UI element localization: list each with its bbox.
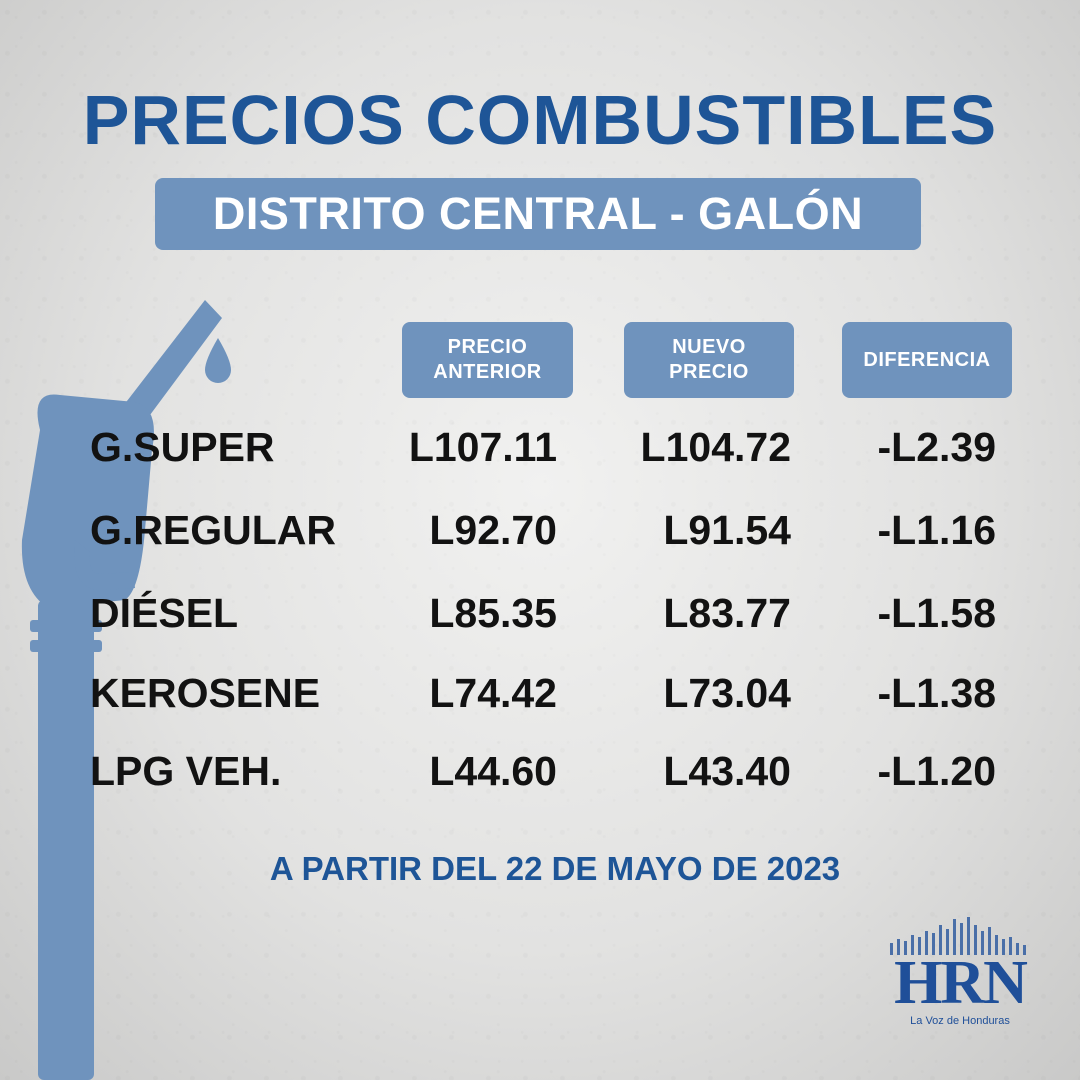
hrn-logo: HRN La Voz de Honduras <box>880 915 1040 1030</box>
previous-price: L44.60 <box>429 748 557 794</box>
price-difference: -L2.39 <box>877 424 997 470</box>
table-row: G.SUPER L107.11 L104.72 -L2.39 <box>0 424 1080 484</box>
column-header-previous: PRECIO ANTERIOR <box>402 322 573 398</box>
fuel-drop-icon <box>205 338 231 383</box>
price-difference: -L1.58 <box>877 590 997 636</box>
new-price: L73.04 <box>663 670 791 716</box>
column-header-previous-label: PRECIO ANTERIOR <box>433 336 542 383</box>
table-row: LPG VEH. L44.60 L43.40 -L1.20 <box>0 748 1080 808</box>
subtitle-text: DISTRITO CENTRAL - GALÓN <box>212 188 864 239</box>
table-row: KEROSENE L74.42 L73.04 -L1.38 <box>0 670 1080 730</box>
page-title: PRECIOS COMBUSTIBLES <box>82 81 998 159</box>
fuel-name: G.REGULAR <box>90 507 336 553</box>
subtitle-banner: DISTRITO CENTRAL - GALÓN <box>155 178 921 250</box>
new-price: L83.77 <box>663 590 791 636</box>
fuel-name: G.SUPER <box>90 424 275 470</box>
column-header-new: NUEVO PRECIO <box>624 322 794 398</box>
equalizer-bars-icon <box>890 917 1026 955</box>
fuel-nozzle-icon <box>21 300 231 1080</box>
column-header-difference-label: DIFERENCIA <box>863 348 991 371</box>
effective-date: A PARTIR DEL 22 DE MAYO DE 2023 <box>269 850 841 887</box>
fuel-name: DIÉSEL <box>90 590 239 636</box>
new-price: L43.40 <box>663 748 791 794</box>
price-difference: -L1.38 <box>877 670 997 716</box>
column-header-new-label: NUEVO PRECIO <box>669 336 749 383</box>
table-row: G.REGULAR L92.70 L91.54 -L1.16 <box>0 507 1080 567</box>
previous-price: L92.70 <box>429 507 557 553</box>
new-price: L91.54 <box>663 507 791 553</box>
logo-text: HRN <box>894 949 1028 1017</box>
new-price: L104.72 <box>640 424 791 470</box>
previous-price: L107.11 <box>408 424 557 470</box>
previous-price: L85.35 <box>429 590 557 636</box>
previous-price: L74.42 <box>429 670 557 716</box>
price-difference: -L1.20 <box>877 748 997 794</box>
fuel-name: LPG VEH. <box>90 748 282 794</box>
logo-tagline: La Voz de Honduras <box>910 1015 1010 1027</box>
table-row: DIÉSEL L85.35 L83.77 -L1.58 <box>0 590 1080 650</box>
fuel-name: KEROSENE <box>90 670 321 716</box>
column-header-difference: DIFERENCIA <box>842 322 1012 398</box>
price-difference: -L1.16 <box>877 507 997 553</box>
